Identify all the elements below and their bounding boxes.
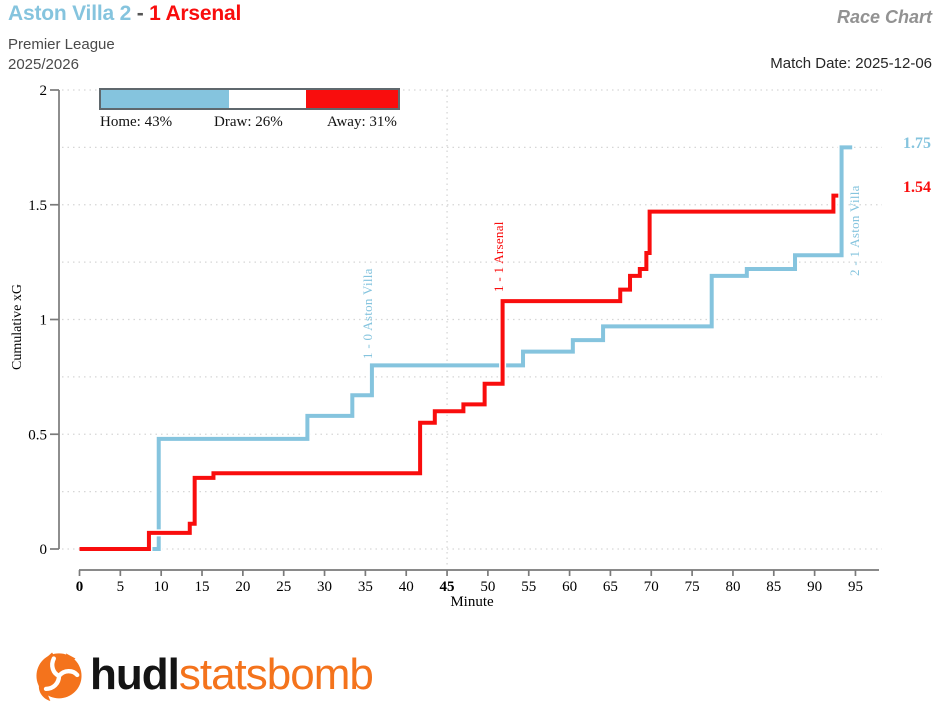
x-tick-label: 70 (644, 579, 659, 595)
x-tick-label: 65 (603, 579, 618, 595)
logo-text-statsbomb: statsbomb (178, 650, 374, 699)
statsbomb-ball-icon (36, 652, 82, 701)
goal-annotation-2-1: 2 - 1 Aston Villa (846, 185, 862, 276)
title-separator: - (131, 2, 150, 25)
away-probability-segment (305, 90, 398, 108)
x-tick-label: 45 (440, 579, 455, 595)
home-series-line (79, 145, 853, 551)
x-tick-label: 85 (766, 579, 781, 595)
home-team-score: Aston Villa 2 (8, 2, 132, 25)
y-tick-label: 0 (40, 542, 48, 558)
logo-text-hudl: hudl (90, 650, 180, 699)
x-tick-label: 35 (358, 579, 373, 595)
x-tick-label: 15 (195, 579, 210, 595)
x-tick-label: 95 (848, 579, 863, 595)
win-probability-bar (99, 88, 400, 110)
x-tick-label: 75 (685, 579, 700, 595)
x-tick-label: 25 (276, 579, 291, 595)
x-tick-label: 30 (317, 579, 332, 595)
away-series-line (79, 193, 839, 551)
home-probability-label: Home: 43% (100, 114, 173, 130)
x-tick-label: 40 (399, 579, 414, 595)
away-final-xg-label: 1.54 (903, 179, 931, 196)
x-tick-label: 90 (807, 579, 822, 595)
match-date-label: Match Date: 2025-12-06 (770, 55, 932, 72)
competition-label: Premier League (8, 36, 115, 53)
home-final-xg-label: 1.75 (903, 135, 931, 152)
away-team-score: 1 Arsenal (149, 2, 242, 25)
draw-probability-segment (228, 90, 306, 108)
y-tick-label: 1.5 (28, 198, 47, 214)
y-tick-label: 2 (40, 83, 48, 99)
x-tick-label: 60 (562, 579, 577, 595)
y-tick-label: 1 (40, 313, 48, 329)
season-label: 2025/2026 (8, 56, 79, 73)
away-probability-label: Away: 31% (327, 114, 397, 130)
x-tick-label: 50 (480, 579, 495, 595)
goal-annotation-1-0: 1 - 0 Aston Villa (359, 267, 375, 359)
x-tick-label: 5 (117, 579, 125, 595)
hudl-statsbomb-logo: hudlstatsbomb (33, 645, 374, 705)
goal-annotation-1-1: 1 - 1 Arsenal (490, 221, 506, 292)
x-tick-label: 80 (725, 579, 740, 595)
match-title: Aston Villa 2 - 1 Arsenal (8, 2, 241, 26)
chart-type-label: Race Chart (836, 7, 932, 27)
draw-probability-label: Draw: 26% (214, 114, 283, 130)
x-tick-label: 10 (154, 579, 169, 595)
home-probability-segment (101, 90, 229, 108)
y-tick-label: 0.5 (28, 427, 47, 443)
x-tick-label: 55 (521, 579, 536, 595)
x-tick-label: 0 (76, 579, 84, 595)
x-axis-title: Minute (450, 594, 494, 610)
x-tick-label: 20 (235, 579, 250, 595)
